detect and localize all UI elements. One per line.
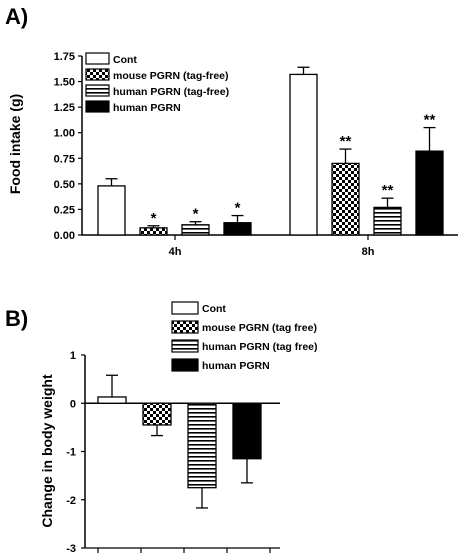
bar — [289, 73, 318, 236]
legend-label: human PGRN — [113, 102, 181, 114]
legend-label: Cont — [113, 54, 137, 66]
y-tick-label: 0.00 — [54, 230, 75, 242]
legend-swatch — [85, 52, 110, 65]
legend-label: human PGRN (tag-free) — [113, 86, 229, 98]
panel-b: B) Change in body weight -3 -2 -1 0 1 Cont mo… — [5, 301, 318, 555]
x-tick-label: 8h — [362, 246, 375, 258]
y-tick-label: 1.50 — [54, 77, 75, 89]
y-tick-label: -1 — [66, 447, 76, 459]
significance-label: * — [151, 210, 157, 227]
y-tick-label: -3 — [66, 543, 76, 555]
significance-label: ** — [340, 133, 352, 150]
bar — [187, 402, 217, 489]
significance-label: * — [235, 200, 241, 217]
y-tick-label: 0.25 — [54, 204, 75, 216]
bar — [373, 206, 402, 236]
y-tick-label: 0 — [70, 398, 76, 410]
panel-a-x-axis: 4h 8h — [82, 234, 458, 258]
bar — [232, 402, 262, 460]
panel-b-bars — [97, 374, 262, 509]
legend-label: human PGRN — [202, 360, 270, 372]
bar — [223, 222, 252, 236]
y-tick-label: 1.25 — [54, 102, 75, 114]
panel-b-label: B) — [5, 306, 28, 331]
legend-swatch — [85, 100, 110, 113]
legend-swatch — [171, 339, 199, 353]
bar — [139, 227, 168, 236]
panel-a-y-axis: 0.00 0.25 0.50 0.75 1.00 1.25 1.50 1.75 — [54, 51, 83, 242]
legend-label: mouse PGRN (tag free) — [202, 322, 317, 334]
y-tick-label: 1.00 — [54, 128, 75, 140]
bar — [415, 150, 444, 236]
significance-label: * — [193, 206, 199, 223]
bar — [181, 224, 210, 236]
legend-label: Cont — [202, 303, 226, 315]
panel-a-legend: Cont mouse PGRN (tag-free) human PGRN (tag… — [85, 52, 229, 114]
bar — [142, 402, 172, 426]
legend-swatch — [171, 358, 199, 372]
y-tick-label: -2 — [66, 495, 76, 507]
y-tick-label: 1 — [70, 350, 76, 362]
panel-a-bars: * * ******* — [97, 66, 444, 236]
panel-a: A) Food intake (g) 0.00 0.25 0.50 0.75 1.00 1… — [5, 4, 458, 258]
panel-b-ylabel: Change in body weight — [39, 374, 55, 528]
legend-swatch — [171, 320, 199, 334]
bar — [331, 162, 360, 236]
legend-swatch — [85, 68, 110, 81]
significance-label: ** — [424, 112, 436, 129]
legend-label: mouse PGRN (tag-free) — [113, 70, 229, 82]
panel-a-ylabel: Food intake (g) — [7, 94, 23, 194]
legend-swatch — [85, 84, 110, 97]
panel-a-label: A) — [5, 4, 28, 29]
x-tick-label: 4h — [169, 246, 182, 258]
y-tick-label: 0.50 — [54, 179, 75, 191]
panel-b-legend: Cont mouse PGRN (tag free) human PGRN (tag… — [171, 301, 318, 372]
significance-label: ** — [382, 182, 394, 199]
y-tick-label: 1.75 — [54, 51, 75, 63]
legend-swatch — [171, 301, 199, 315]
legend-label: human PGRN (tag free) — [202, 341, 318, 353]
bar — [97, 396, 127, 404]
bar — [97, 185, 126, 236]
y-tick-label: 0.75 — [54, 153, 75, 165]
